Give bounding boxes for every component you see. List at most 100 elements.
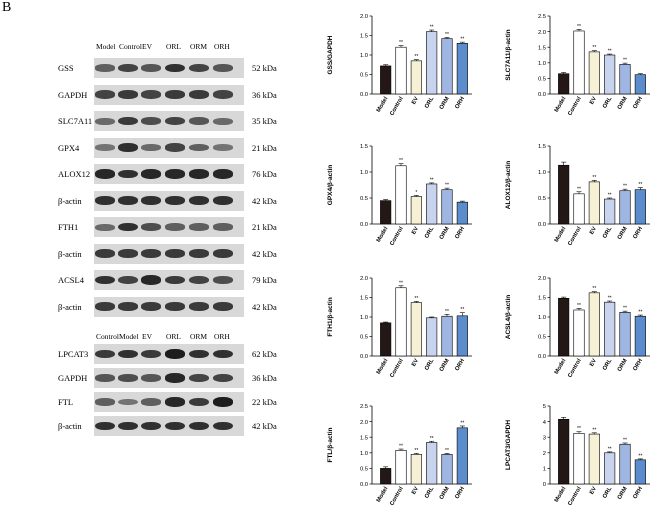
blot-band <box>213 397 233 407</box>
bar <box>619 443 631 485</box>
bar <box>395 287 407 357</box>
bar <box>604 198 616 225</box>
bar <box>380 65 392 95</box>
x-tick-label: Control <box>389 226 405 247</box>
y-tick-label: 0.5 <box>538 196 546 202</box>
blot-band <box>95 196 115 205</box>
y-tick-label: 2.0 <box>538 30 546 36</box>
blot-band <box>95 374 115 382</box>
bar <box>410 454 422 485</box>
y-tick-label: 0.0 <box>360 222 368 228</box>
blot-kda-label: 35 kDa <box>252 116 277 126</box>
x-tick-label: Model <box>376 96 390 114</box>
blot-band <box>141 64 161 72</box>
bar <box>395 450 407 485</box>
x-tick-label: Model <box>376 226 390 244</box>
significance-mark: ** <box>460 420 464 426</box>
significance-mark: ** <box>414 54 418 60</box>
blot-band <box>141 275 161 285</box>
lane-header: ORM <box>190 42 208 51</box>
x-tick-label: Control <box>567 486 583 507</box>
bar <box>634 74 646 95</box>
blot-band <box>118 63 138 73</box>
blot-band <box>95 302 115 311</box>
y-tick-label: 2.0 <box>360 420 368 426</box>
blot-strip <box>94 344 244 364</box>
lane-header: ORL <box>166 42 181 51</box>
significance-mark: ** <box>399 158 403 164</box>
blot-protein-label: GPX4 <box>58 142 80 153</box>
lane-header: ORM <box>190 332 208 341</box>
y-tick-label: 0.5 <box>538 335 546 341</box>
y-tick-label: 3 <box>543 435 546 441</box>
x-tick-label: ORL <box>602 358 614 372</box>
significance-mark: ** <box>638 453 642 459</box>
blot-band <box>141 169 161 179</box>
y-tick-label: 4 <box>543 420 547 426</box>
blot-protein-label: SLC7A11 <box>58 116 93 126</box>
bar <box>410 302 422 357</box>
x-tick-label: EV <box>589 226 598 236</box>
x-tick-label: EV <box>411 486 420 496</box>
y-tick-label: 1.0 <box>360 53 368 59</box>
blot-band <box>213 276 233 284</box>
significance-mark: ** <box>414 296 418 302</box>
x-tick-label: EV <box>589 96 598 106</box>
bar <box>558 297 570 357</box>
x-tick-label: EV <box>411 96 420 106</box>
blot-band <box>189 349 209 359</box>
blot-band <box>189 196 209 205</box>
blot-protein-label: GAPDH <box>58 89 88 100</box>
significance-mark: ** <box>592 286 596 292</box>
x-tick-label: EV <box>411 226 420 236</box>
x-tick-label: ORM <box>439 486 451 501</box>
x-tick-label: Control <box>567 226 583 247</box>
x-tick-label: Model <box>554 486 568 504</box>
blot-band <box>118 116 138 126</box>
blot-protein-label: LPCAT3 <box>58 349 89 359</box>
significance-mark: ** <box>577 24 581 30</box>
blot-band <box>95 223 115 231</box>
blot-band <box>189 90 209 99</box>
blot-band <box>165 421 185 431</box>
bar <box>604 452 616 485</box>
y-tick-label: 1.5 <box>360 435 368 441</box>
blot-band <box>213 144 233 151</box>
bar-chart: FTH1/β-actin 0.0 0.5 1.0 1.5 2.0 Model ** Contro… <box>327 276 472 379</box>
blot-band <box>165 143 185 152</box>
lane-header: EV <box>142 332 152 341</box>
y-tick-label: 1.5 <box>360 296 368 302</box>
blot-band <box>118 222 138 232</box>
bar <box>426 183 438 225</box>
blot-band <box>189 63 209 73</box>
bar <box>410 60 422 95</box>
significance-mark: ** <box>445 183 449 189</box>
y-tick-label: 0.0 <box>538 354 546 360</box>
blot-kda-label: 42 kDa <box>252 421 277 431</box>
blot-strip <box>94 164 244 184</box>
significance-mark: ** <box>430 177 434 183</box>
blot-band <box>95 90 115 99</box>
y-tick-label: 1.5 <box>538 144 546 150</box>
blot-band <box>165 302 185 311</box>
blot-kda-label: 21 kDa <box>252 142 277 153</box>
x-tick-label: Control <box>567 96 583 117</box>
significance-mark: ** <box>399 280 403 286</box>
bar <box>588 433 600 485</box>
bar <box>441 454 453 485</box>
x-tick-label: ORL <box>602 226 614 240</box>
bar <box>588 292 600 357</box>
y-tick-label: 0.5 <box>538 77 546 83</box>
blot-band <box>118 374 138 382</box>
blot-kda-label: 22 kDa <box>252 397 277 407</box>
bar <box>573 30 585 95</box>
significance-mark: ** <box>430 25 434 31</box>
blot-band <box>165 223 185 231</box>
x-tick-label: ORL <box>602 486 614 500</box>
x-tick-label: EV <box>411 358 420 368</box>
bar <box>380 322 392 357</box>
significance-mark: ** <box>460 37 464 43</box>
significance-mark: ** <box>577 186 581 192</box>
blot-band <box>141 90 161 99</box>
bar <box>456 315 468 357</box>
